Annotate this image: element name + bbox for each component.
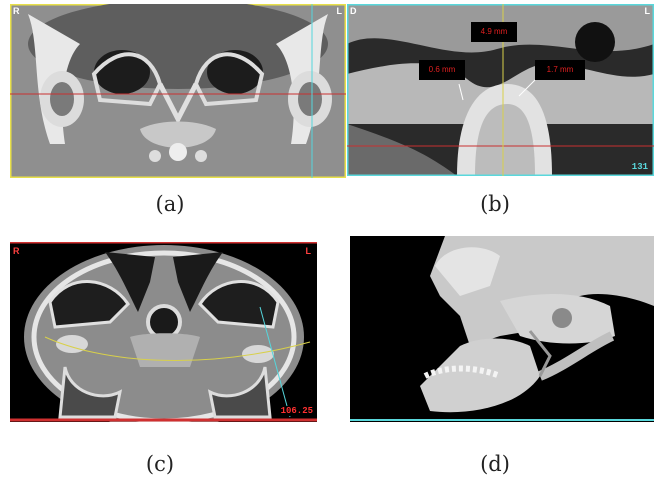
caption-d: (d) — [480, 452, 510, 476]
coronal-ct-image — [10, 4, 346, 178]
corner-label-left: L — [336, 6, 343, 16]
caption-c: (c) — [145, 452, 175, 476]
corner-label-l-c: L — [305, 246, 312, 256]
image-panel-d — [350, 236, 654, 422]
measurement-label-top: 4.9 mm — [471, 22, 517, 42]
corner-label-right: R — [13, 6, 20, 16]
axial-ct-image — [10, 242, 317, 422]
caption-b: (b) — [480, 192, 510, 216]
corner-label-l: L — [644, 6, 651, 16]
slice-value: 106.25 — [280, 406, 313, 416]
corner-label-r: R — [13, 246, 20, 256]
image-panel-a: R L — [10, 4, 346, 178]
corner-label-d: D — [350, 6, 357, 16]
measurement-label-right: 1.7 mm — [535, 60, 585, 80]
image-panel-c: R L 106.25 — [10, 242, 317, 422]
measurement-label-left: 0.6 mm — [419, 60, 465, 80]
slice-number: 131 — [631, 162, 648, 172]
caption-a: (a) — [155, 192, 185, 216]
3d-skull-reconstruction — [350, 236, 654, 422]
image-panel-b: D L 4.9 mm 0.6 mm 1.7 mm 131 — [347, 4, 654, 176]
